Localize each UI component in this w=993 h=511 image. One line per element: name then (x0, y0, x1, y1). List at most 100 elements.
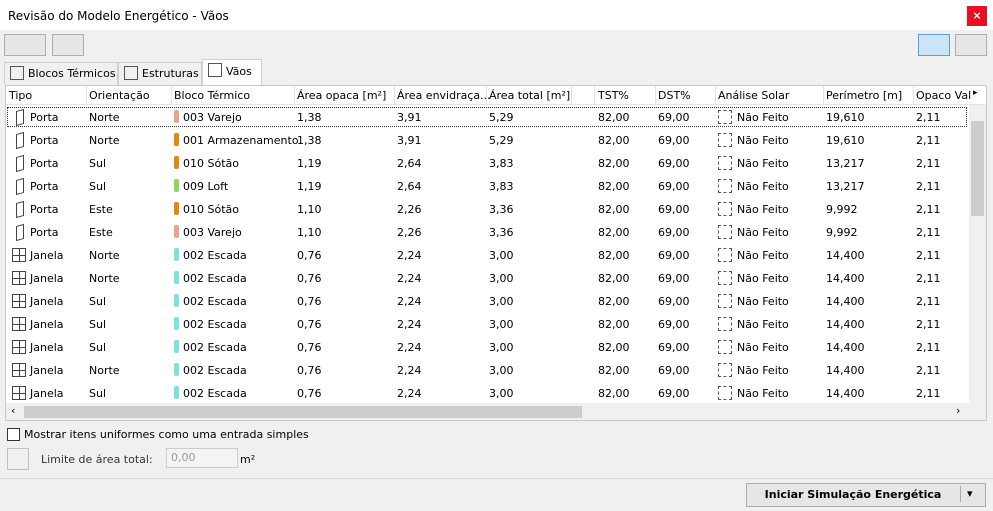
cell: 5,29 (489, 134, 514, 147)
window-icon (12, 294, 26, 308)
cell: 0,76 (297, 249, 322, 262)
cell: 2,24 (397, 387, 422, 400)
door-icon (16, 154, 24, 173)
column-separator (715, 86, 716, 104)
cell: Norte (89, 249, 120, 262)
table-row[interactable] (6, 221, 968, 243)
table-row[interactable] (6, 152, 968, 174)
tab[interactable] (118, 62, 202, 85)
block-color (174, 133, 179, 146)
cell: 2,24 (397, 295, 422, 308)
cell: 002 Escada (183, 272, 247, 285)
cell: 14,400 (826, 249, 865, 262)
cell: 2,24 (397, 318, 422, 331)
table-row[interactable] (6, 175, 968, 197)
cell: 2,24 (397, 364, 422, 377)
solar-checkbox (718, 363, 732, 377)
block-color (174, 386, 179, 399)
cell: 5,29 (489, 111, 514, 124)
cell: 14,400 (826, 387, 865, 400)
cell: Não Feito (737, 249, 789, 262)
tab-label: Vãos (226, 65, 252, 78)
cell: 2,26 (397, 203, 422, 216)
filter-button[interactable] (7, 448, 29, 470)
column-separator (171, 86, 172, 104)
dropdown-arrow[interactable]: ▾ (967, 487, 973, 500)
table-row[interactable] (6, 290, 968, 312)
table-row[interactable] (6, 336, 968, 358)
table-row[interactable] (6, 267, 968, 289)
checkbox[interactable] (7, 428, 20, 441)
cell: 3,83 (489, 180, 514, 193)
cell: 13,217 (826, 180, 865, 193)
cell: 003 Varejo (183, 226, 242, 239)
cell: 69,00 (658, 249, 690, 262)
toolbar-button[interactable] (52, 34, 84, 56)
cell: 69,00 (658, 134, 690, 147)
cell: 19,610 (826, 134, 865, 147)
cell: 69,00 (658, 157, 690, 170)
cell: 69,00 (658, 387, 690, 400)
settings-button[interactable] (955, 34, 987, 56)
toolbar-button[interactable] (4, 34, 46, 56)
cell: 82,00 (598, 249, 630, 262)
cell: Porta (30, 134, 59, 147)
cell: 2,64 (397, 180, 422, 193)
solar-checkbox (718, 248, 732, 262)
cell: 2,11 (916, 203, 941, 216)
cell: 2,11 (916, 111, 941, 124)
cell: 82,00 (598, 203, 630, 216)
cell: 82,00 (598, 226, 630, 239)
cell: 69,00 (658, 318, 690, 331)
cell: 002 Escada (183, 295, 247, 308)
cell: 14,400 (826, 364, 865, 377)
cell: 2,24 (397, 272, 422, 285)
column-header: TST% (598, 89, 629, 102)
cell: 2,11 (916, 157, 941, 170)
table-row[interactable] (6, 106, 968, 128)
table-row[interactable] (6, 359, 968, 381)
simulate-button[interactable] (746, 483, 986, 507)
column-separator (655, 86, 656, 104)
table-row[interactable] (6, 198, 968, 220)
cell: 0,76 (297, 295, 322, 308)
cell: 2,11 (916, 318, 941, 331)
cell: 1,19 (297, 157, 322, 170)
table-row[interactable] (6, 244, 968, 266)
cell: 002 Escada (183, 318, 247, 331)
window-icon (12, 340, 26, 354)
cell: 82,00 (598, 134, 630, 147)
table-row[interactable] (6, 382, 968, 404)
area-limit-input[interactable]: 0,00 (166, 448, 238, 468)
view-toggle[interactable] (918, 34, 950, 56)
cell: Janela (30, 318, 64, 331)
separator (0, 478, 993, 479)
tab[interactable] (4, 62, 118, 85)
close-button[interactable]: × (967, 6, 987, 26)
cell: 69,00 (658, 295, 690, 308)
block-color (174, 271, 179, 284)
cell: 2,11 (916, 364, 941, 377)
table-row[interactable] (6, 313, 968, 335)
cell: 14,400 (826, 318, 865, 331)
cell: Porta (30, 180, 59, 193)
solar-checkbox (718, 225, 732, 239)
cell: Não Feito (737, 180, 789, 193)
cell: 1,38 (297, 111, 322, 124)
cell: Não Feito (737, 203, 789, 216)
cell: 14,400 (826, 341, 865, 354)
cell: Janela (30, 364, 64, 377)
cell: Porta (30, 111, 59, 124)
window-icon (12, 271, 26, 285)
cell: 69,00 (658, 111, 690, 124)
cell: Sul (89, 157, 107, 170)
door-icon (16, 223, 24, 242)
column-separator (594, 86, 595, 104)
cell: 2,24 (397, 341, 422, 354)
table-row[interactable] (6, 129, 968, 151)
tab-icon (208, 63, 222, 77)
column-header: Tipo (9, 89, 33, 102)
cell: 001 Armazenamento (183, 134, 299, 147)
cell: 2,11 (916, 341, 941, 354)
cell: Janela (30, 249, 64, 262)
